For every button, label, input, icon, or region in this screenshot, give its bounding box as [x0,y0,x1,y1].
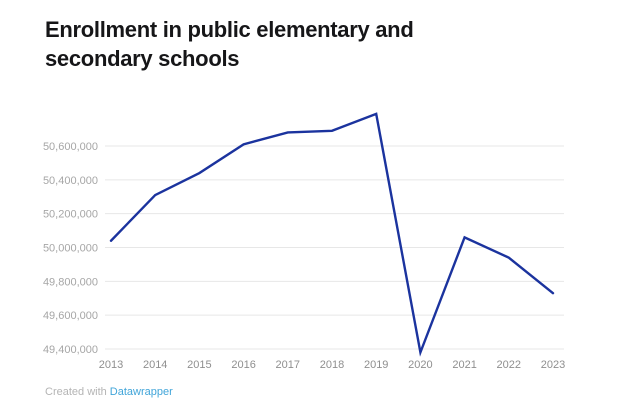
x-tick-label: 2022 [497,359,521,371]
y-tick-label: 49,400,000 [43,344,98,356]
x-tick-label: 2014 [143,359,167,371]
datawrapper-link[interactable]: Datawrapper [109,386,173,398]
y-gridlines [105,145,564,350]
x-tick-label: 2018 [320,359,344,371]
y-tick-label: 50,200,000 [43,209,98,221]
x-tick-label: 2016 [231,359,255,371]
x-tick-label: 2013 [99,359,123,371]
chart-title: Enrollment in public elementary and seco… [45,17,414,71]
y-tick-label: 50,000,000 [43,243,98,255]
x-tick-label: 2023 [541,359,565,371]
y-tick-label: 50,400,000 [43,175,98,187]
footer-credit: Created with Datawrapper [45,386,173,398]
x-tick-label: 2020 [408,359,432,371]
x-tick-label: 2017 [276,359,300,371]
y-tick-label: 50,600,000 [43,141,98,153]
x-tick-label: 2015 [187,359,211,371]
enrollment-line-series [109,112,555,357]
x-tick-label: 2021 [452,359,476,371]
x-tick-labels: 2013 2014 2015 2016 2017 2018 2019 2020 2021 2022… [99,359,565,371]
footer-credit-text: Created with [45,386,107,398]
x-tick-label: 2019 [364,359,388,371]
y-tick-label: 49,600,000 [43,310,98,322]
y-tick-labels: 49,400,000 49,600,000 49,800,000 50,000,000… [43,141,98,356]
y-tick-label: 49,800,000 [43,276,98,288]
